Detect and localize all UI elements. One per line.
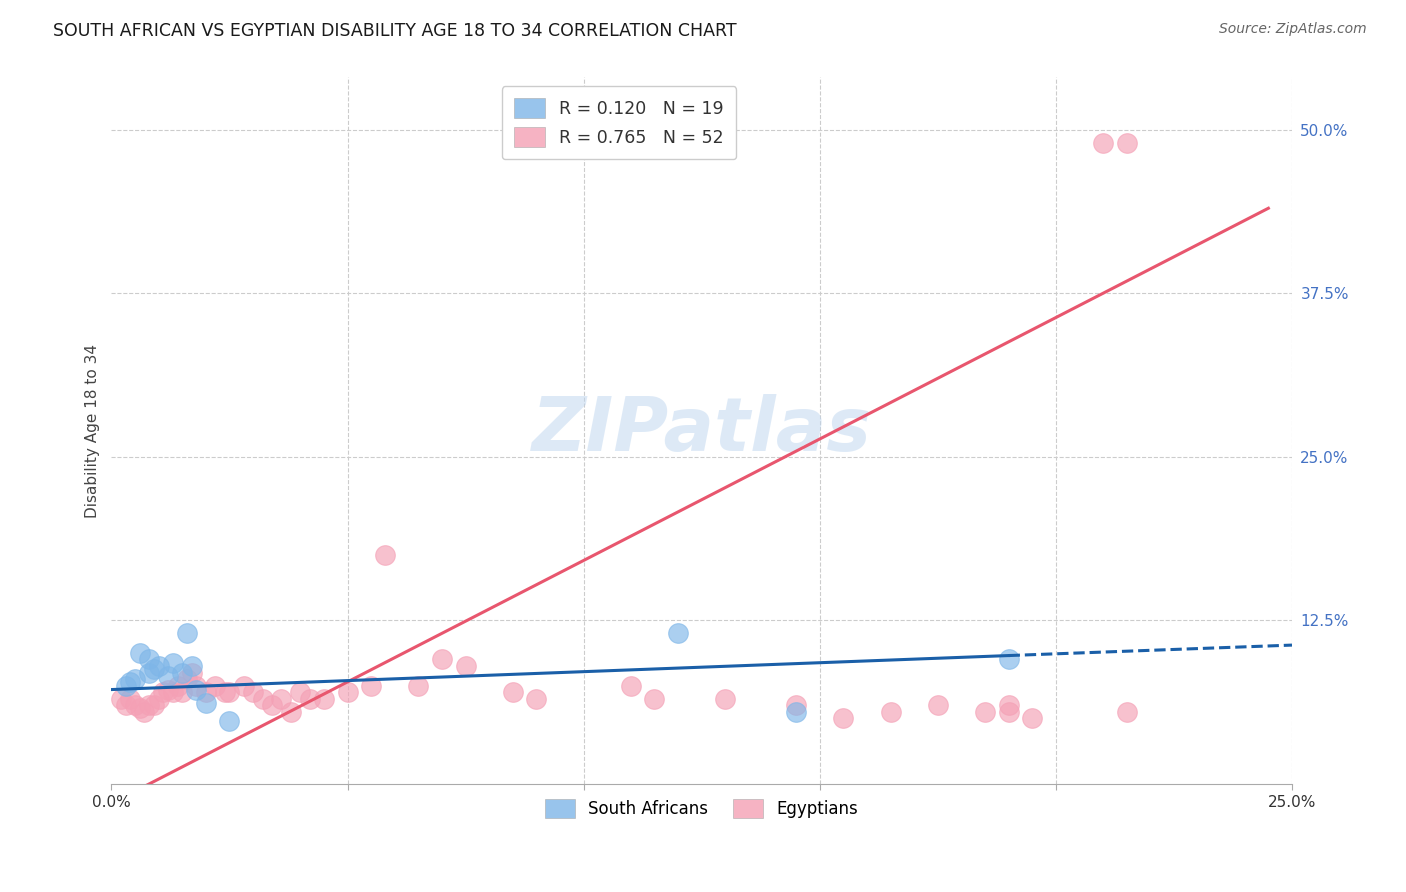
Point (408, 679, 430, 693)
Y-axis label: Disability Age 18 to 34: Disability Age 18 to 34 (86, 343, 100, 517)
Point (280, 705, 302, 719)
Point (832, 711, 855, 725)
Point (997, 652, 1019, 666)
Text: ZIPatlas: ZIPatlas (531, 394, 872, 467)
Point (114, 698, 136, 713)
Point (124, 672, 146, 686)
Point (110, 691, 132, 706)
Point (1115, 705, 1137, 719)
Point (666, 626, 689, 640)
Point (180, 659, 202, 673)
Point (1092, 136, 1115, 150)
Point (974, 705, 997, 719)
Point (785, 698, 807, 713)
Point (114, 679, 136, 693)
Point (620, 679, 643, 693)
Point (148, 691, 170, 706)
Point (218, 714, 240, 728)
Point (166, 679, 188, 693)
Point (997, 698, 1019, 713)
Point (270, 691, 292, 706)
Point (1115, 136, 1137, 150)
Point (194, 696, 217, 710)
Point (157, 669, 180, 683)
Point (142, 698, 165, 713)
Point (312, 691, 335, 706)
Point (218, 685, 240, 699)
Point (142, 662, 165, 676)
Legend: South Africans, Egyptians: South Africans, Egyptians (538, 792, 865, 825)
Point (134, 705, 156, 719)
Point (260, 698, 283, 713)
Point (290, 685, 312, 699)
Point (232, 679, 254, 693)
Point (120, 674, 142, 689)
Text: Source: ZipAtlas.com: Source: ZipAtlas.com (1219, 22, 1367, 37)
Point (336, 685, 359, 699)
Point (242, 685, 264, 699)
Point (997, 705, 1019, 719)
Point (124, 698, 146, 713)
Point (162, 685, 184, 699)
Point (148, 659, 170, 673)
Point (374, 548, 396, 562)
Point (785, 705, 807, 719)
Point (502, 685, 524, 699)
Point (172, 685, 194, 699)
Point (120, 691, 142, 706)
Point (252, 691, 274, 706)
Point (138, 698, 160, 713)
Point (157, 682, 180, 697)
Point (214, 685, 236, 699)
Point (138, 652, 160, 666)
Point (138, 665, 160, 680)
Point (204, 679, 226, 693)
Point (298, 691, 321, 706)
Point (1021, 711, 1043, 725)
Point (176, 672, 198, 686)
Point (526, 691, 548, 706)
Point (186, 679, 208, 693)
Point (128, 646, 150, 660)
Text: SOUTH AFRICAN VS EGYPTIAN DISABILITY AGE 18 TO 34 CORRELATION CHART: SOUTH AFRICAN VS EGYPTIAN DISABILITY AGE… (53, 22, 737, 40)
Point (152, 685, 174, 699)
Point (879, 705, 901, 719)
Point (194, 685, 217, 699)
Point (360, 679, 382, 693)
Point (172, 665, 194, 680)
Point (714, 691, 737, 706)
Point (643, 691, 665, 706)
Point (176, 626, 198, 640)
Point (162, 657, 184, 671)
Point (430, 652, 453, 666)
Point (454, 659, 477, 673)
Point (927, 698, 949, 713)
Point (180, 665, 202, 680)
Point (186, 682, 208, 697)
Point (128, 701, 150, 715)
